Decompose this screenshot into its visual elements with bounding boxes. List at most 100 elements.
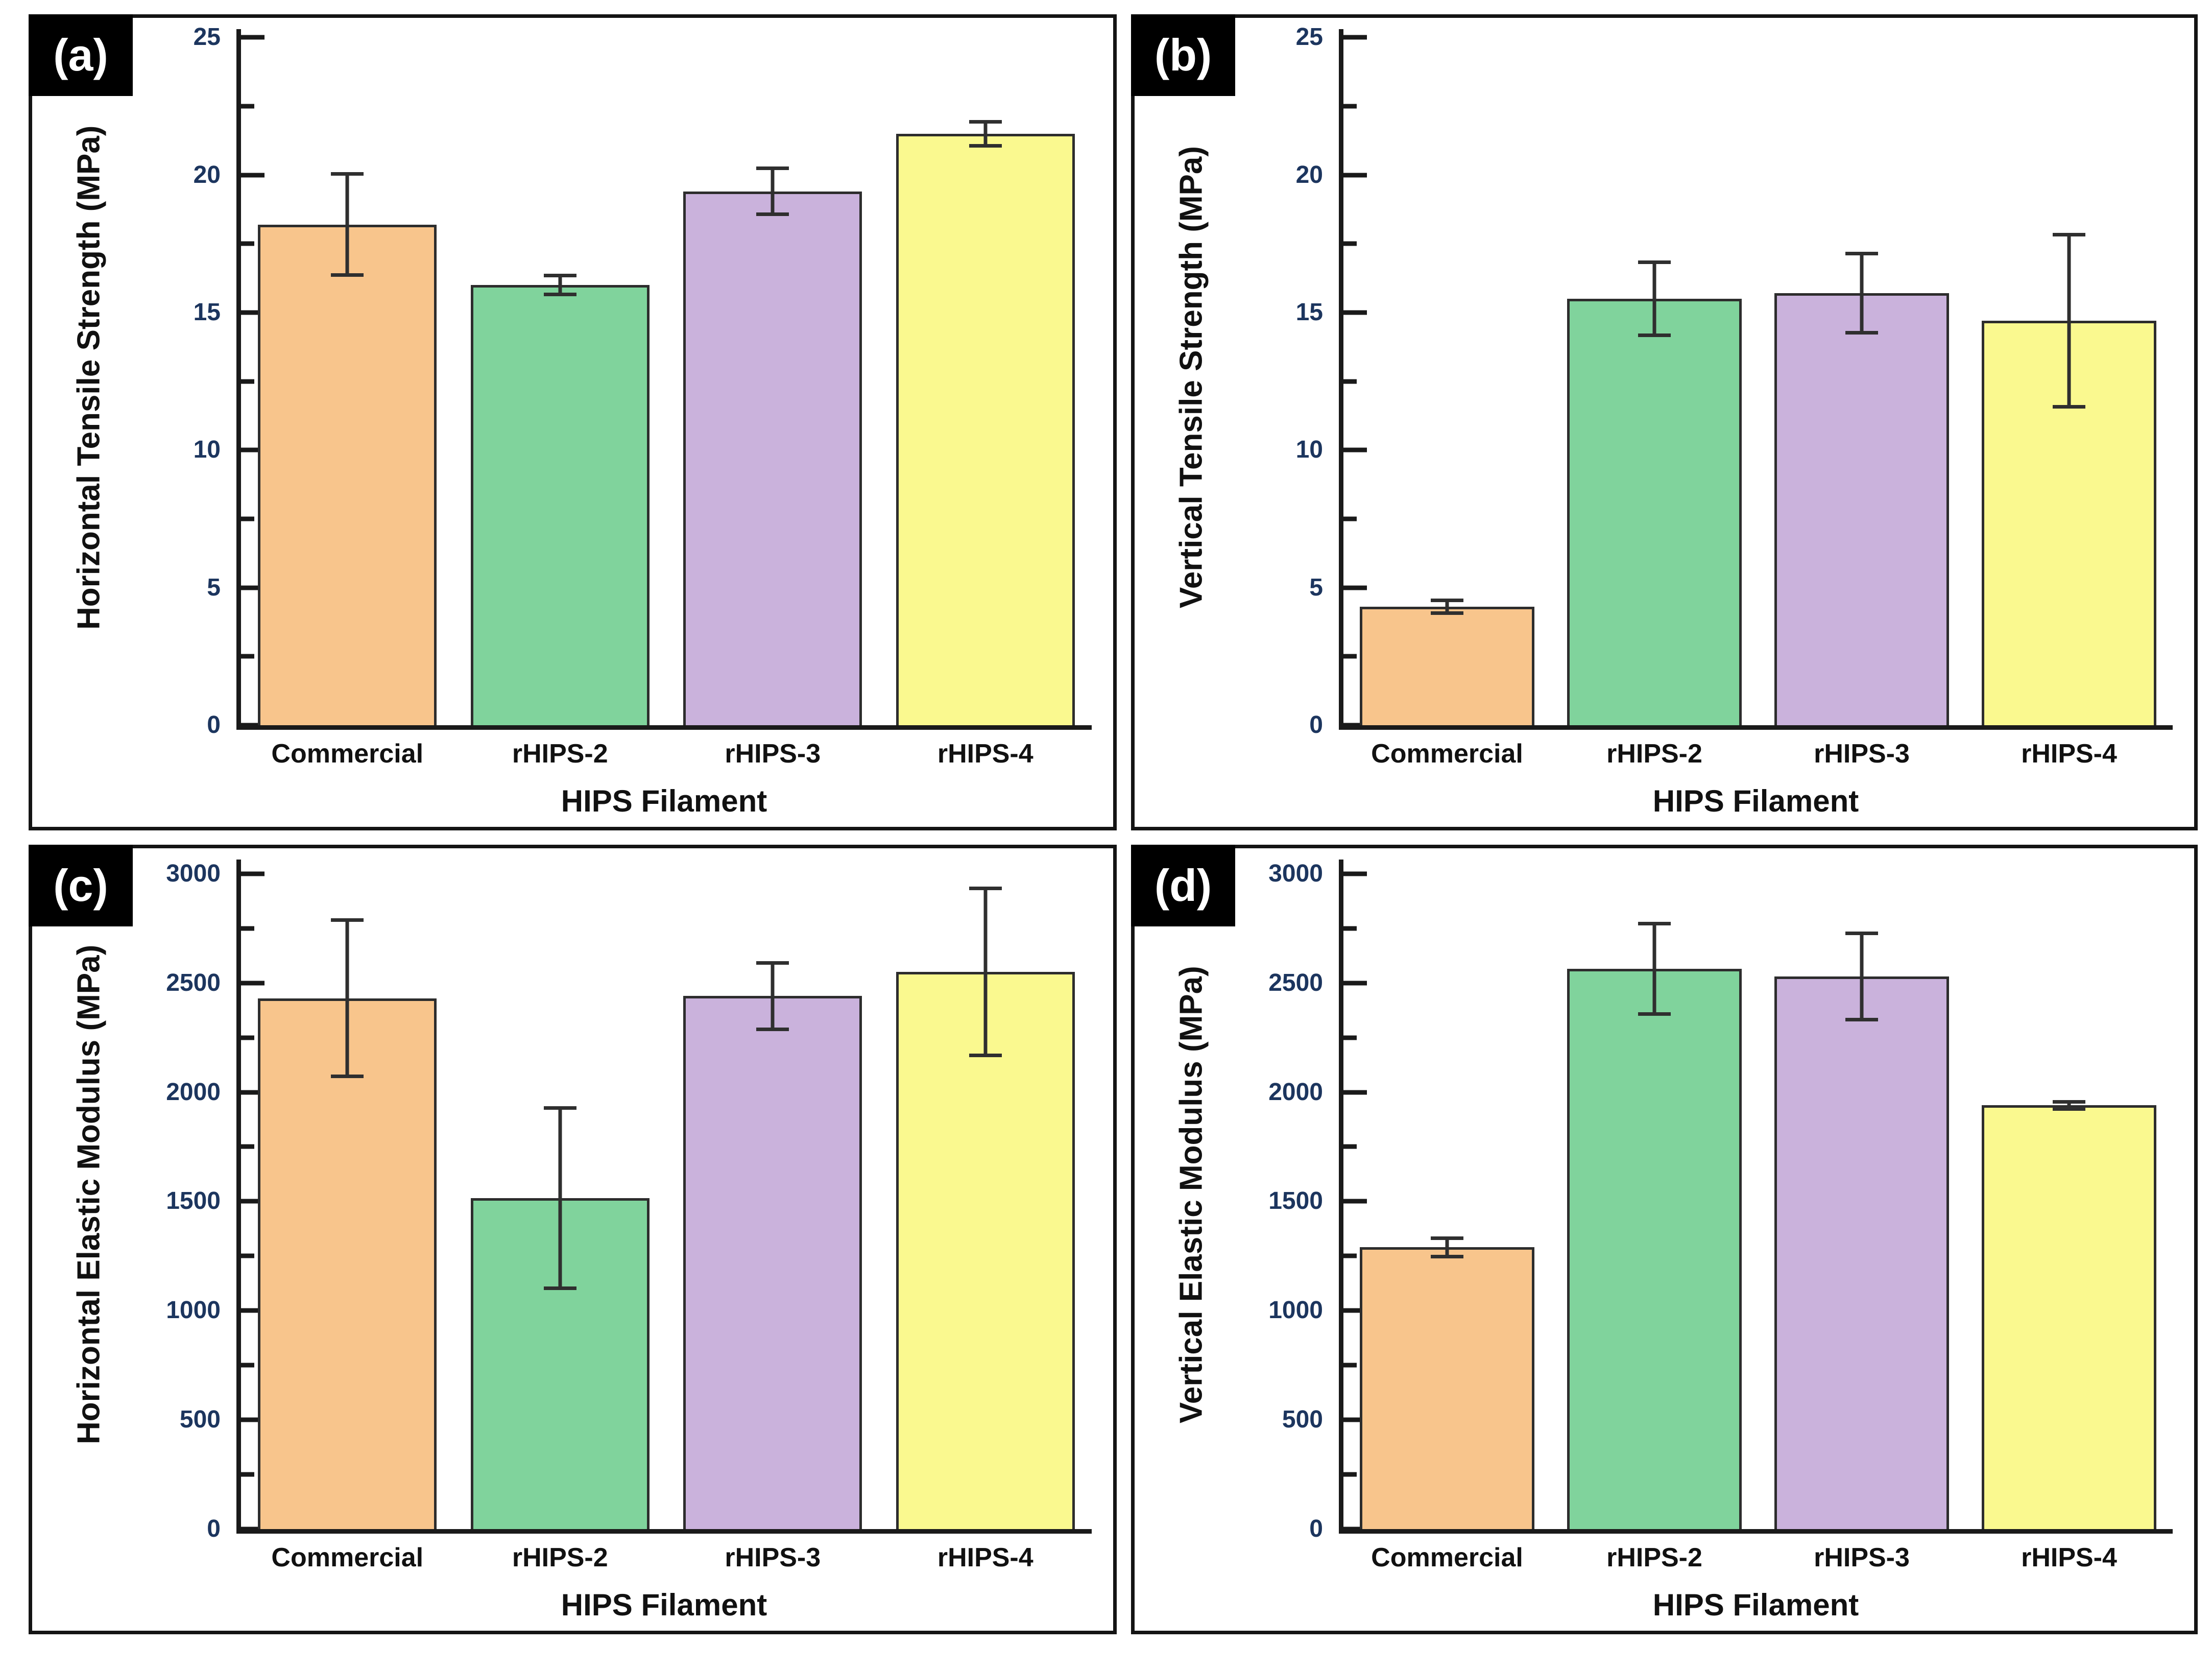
y-tick-label: 5 (1309, 574, 1323, 601)
error-bar-cap (543, 292, 576, 296)
error-bar (1638, 921, 1671, 1016)
error-bar (543, 1106, 576, 1290)
error-bar-cap (331, 172, 364, 176)
y-major-tick (241, 1527, 265, 1532)
error-bar-cap (969, 887, 1002, 891)
error-bar (543, 274, 576, 296)
bar-rhips-2 (470, 285, 650, 725)
panel-c-plot-area: 0 500 1000 1500 2000 2500 3000 Commercial rHIPS-… (166, 860, 1092, 1572)
panel-a: (a) Horizontal Tensile Strength (MPa) 0 5… (29, 14, 1117, 830)
error-bar-cap (1431, 611, 1463, 615)
error-bar-stem (558, 274, 562, 296)
error-bar-cap (1845, 932, 1878, 936)
y-minor-tick (1343, 516, 1357, 521)
bar-commercial (258, 224, 437, 725)
y-major-tick (241, 1308, 265, 1313)
y-tick-label: 10 (193, 436, 221, 464)
panel-b-x-axis-title: HIPS Filament (1652, 784, 1859, 818)
error-bar-cap (969, 120, 1002, 124)
category-label: Commercial (271, 739, 424, 769)
error-bar-stem (1860, 932, 1864, 1021)
y-major-tick (1343, 981, 1367, 986)
category-label: rHIPS-4 (2021, 739, 2117, 769)
y-major-tick (241, 1090, 265, 1095)
error-bar-stem (345, 172, 349, 277)
error-bar-cap (1431, 1254, 1463, 1258)
panel-a-y-axis-title: Horizontal Tensile Strength (MPa) (71, 125, 107, 630)
bar-rhips-3 (1774, 976, 1949, 1529)
y-tick-label: 0 (1309, 1515, 1323, 1542)
bar-rhips-4 (1982, 1105, 2156, 1529)
y-tick-label: 15 (193, 298, 221, 326)
y-major-tick (241, 723, 265, 728)
panel-a-plot-area: 0 5 10 15 20 25 Commercial rHIPS-2 rHIPS-3 rHIPS-… (194, 25, 1092, 769)
error-bar-cap (756, 1027, 789, 1031)
error-bar-cap (2053, 1100, 2085, 1104)
y-tick-label: 2500 (166, 969, 221, 996)
panel-b-letter-badge: (b) (1131, 14, 1235, 96)
error-bar (1431, 599, 1463, 615)
error-bar-cap (331, 918, 364, 922)
error-bar (1638, 260, 1671, 338)
category-label: rHIPS-4 (937, 739, 1033, 769)
y-tick-label: 500 (1282, 1406, 1323, 1434)
error-bar-stem (1652, 260, 1656, 338)
bar-rhips-3 (683, 996, 862, 1529)
bar-commercial (258, 998, 437, 1529)
error-bar-cap (1638, 921, 1671, 925)
y-minor-tick (241, 516, 254, 521)
panel-b: (b) Vertical Tensile Strength (MPa) 0 5 10… (1131, 14, 2198, 830)
y-major-tick (241, 871, 265, 876)
panel-c-letter-badge: (c) (29, 845, 133, 926)
y-major-tick (1343, 871, 1367, 876)
y-minor-tick (241, 926, 254, 931)
y-tick-label: 2500 (1268, 969, 1323, 996)
y-major-tick (1343, 1308, 1367, 1313)
error-bar-stem (345, 918, 349, 1078)
category-label: rHIPS-3 (725, 1543, 821, 1572)
y-tick-label: 5 (207, 574, 221, 601)
error-bar-stem (1652, 921, 1656, 1016)
error-bar-cap (1845, 330, 1878, 335)
error-bar-stem (983, 887, 988, 1058)
y-major-tick (1343, 35, 1367, 40)
y-tick-label: 2000 (1268, 1078, 1323, 1106)
y-tick-label: 1500 (166, 1187, 221, 1215)
error-bar (1845, 932, 1878, 1021)
y-minor-tick (1343, 241, 1357, 246)
y-major-tick (1343, 310, 1367, 315)
error-bar-stem (2067, 1100, 2071, 1111)
error-bar (2053, 232, 2085, 409)
y-tick-label: 500 (179, 1406, 221, 1434)
y-tick-label: 20 (1295, 161, 1323, 188)
category-label: Commercial (1371, 739, 1523, 769)
error-bar-cap (331, 273, 364, 277)
bar-rhips-2 (1567, 298, 1742, 725)
category-label: rHIPS-3 (725, 739, 821, 769)
error-bar-cap (1845, 1017, 1878, 1021)
y-major-tick (241, 585, 265, 590)
error-bar-cap (1431, 1236, 1463, 1240)
y-tick-label: 0 (207, 711, 221, 738)
y-minor-tick (241, 1144, 254, 1149)
y-minor-tick (1343, 926, 1357, 931)
y-major-tick (1343, 1417, 1367, 1422)
y-major-tick (1343, 1090, 1367, 1095)
y-tick-label: 25 (1295, 23, 1323, 51)
error-bar-stem (558, 1106, 562, 1290)
error-bar-stem (2067, 232, 2071, 409)
error-bar-cap (1431, 599, 1463, 603)
category-label: Commercial (271, 1543, 424, 1572)
y-minor-tick (241, 241, 254, 246)
panel-d: (d) Vertical Elastic Modulus (MPa) 0 500 1… (1131, 845, 2198, 1634)
error-bar-stem (771, 961, 775, 1031)
error-bar-stem (983, 120, 988, 148)
error-bar-cap (756, 212, 789, 217)
error-bar-cap (756, 166, 789, 171)
y-minor-tick (241, 1363, 254, 1368)
category-label: rHIPS-2 (512, 739, 608, 769)
y-minor-tick (241, 104, 254, 109)
y-major-tick (1343, 723, 1367, 728)
error-bar-cap (1845, 252, 1878, 256)
y-minor-tick (1343, 1253, 1357, 1258)
